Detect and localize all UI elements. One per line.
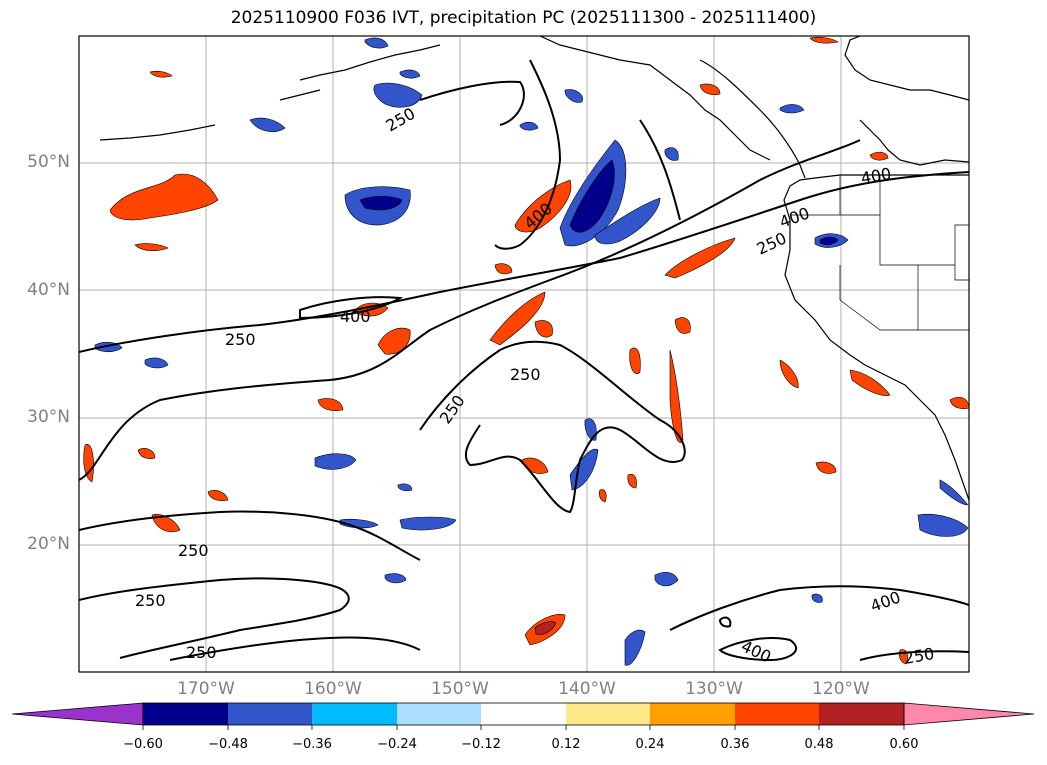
colorbar-tick-label: 0.36 <box>720 737 750 752</box>
precip-negative-anomalies <box>94 37 969 666</box>
lat-label: 50°N <box>27 152 70 172</box>
contour-label: 400 <box>340 307 371 326</box>
colorbar-swatch <box>312 703 397 725</box>
colorbar-tick-label: −0.36 <box>292 737 332 752</box>
colorbar-tick-label: −0.12 <box>461 737 501 752</box>
contour-label: 250 <box>186 643 217 662</box>
lat-label: 30°N <box>27 407 70 427</box>
lat-label: 40°N <box>27 280 70 300</box>
map-plot-area <box>79 36 969 672</box>
lon-label: 160°W <box>304 679 362 699</box>
colorbar <box>11 702 1035 730</box>
state-borders <box>790 175 969 331</box>
map-title: 2025110900 F036 IVT, precipitation PC (2… <box>230 8 817 28</box>
map-frame <box>78 35 970 673</box>
contour-label: 250 <box>510 365 541 384</box>
contour-label: 250 <box>178 541 209 560</box>
lon-label: 140°W <box>558 679 616 699</box>
colorbar-tick-label: −0.60 <box>123 737 163 752</box>
colorbar-tick-label: 0.24 <box>635 737 665 752</box>
lon-label: 150°W <box>431 679 489 699</box>
colorbar-swatch <box>397 703 481 725</box>
colorbar-tick-label: 0.48 <box>804 737 834 752</box>
colorbar-swatch <box>735 703 819 725</box>
colorbar-swatch <box>650 703 735 725</box>
colorbar-tick-label: −0.48 <box>208 737 248 752</box>
colorbar-tick-label: 0.12 <box>551 737 581 752</box>
colorbar-swatch <box>481 703 566 725</box>
ivt-contours <box>79 59 969 662</box>
colorbar-swatch <box>228 703 312 725</box>
colorbar-extend-high <box>903 702 1035 726</box>
lat-label: 20°N <box>27 534 70 554</box>
colorbar-extend-low <box>11 702 144 726</box>
lon-label: 170°W <box>177 679 235 699</box>
contour-label-group: 250 400 250 400 250 250 400 250 400 250 … <box>135 104 936 668</box>
colorbar-swatch <box>819 703 904 725</box>
contour-label: 250 <box>135 591 166 610</box>
colorbar-tick-label: −0.24 <box>377 737 417 752</box>
colorbar-swatch <box>566 703 650 725</box>
colorbar-tick-label: 0.60 <box>889 737 919 752</box>
lon-label: 120°W <box>812 679 870 699</box>
lon-label: 130°W <box>685 679 743 699</box>
colorbar-swatch <box>143 703 228 725</box>
contour-label: 250 <box>225 330 256 349</box>
